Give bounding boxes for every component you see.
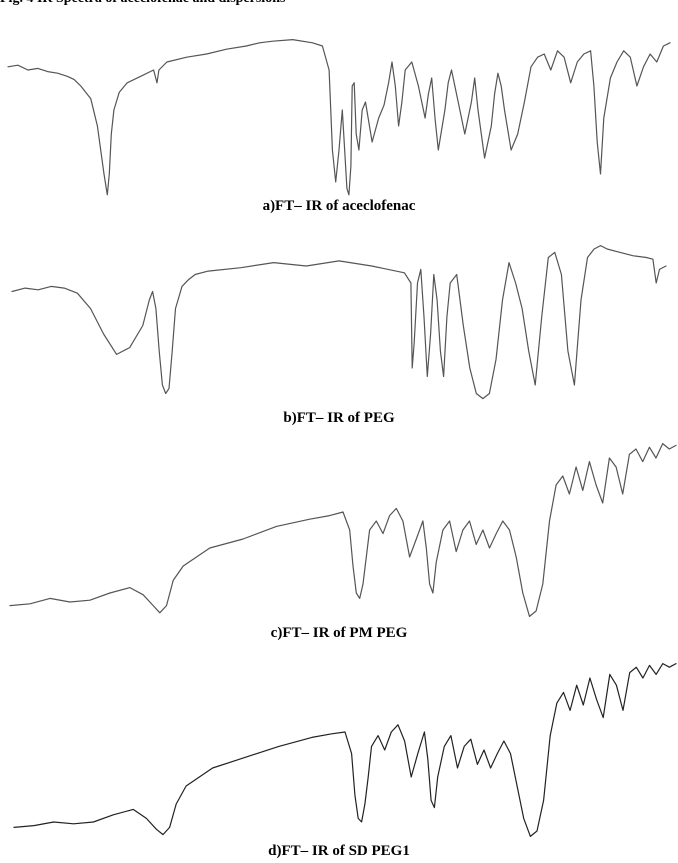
spectrum-trace (11, 245, 667, 400)
spectrum-a-plot (7, 39, 671, 196)
spectrum-d-plot (13, 663, 677, 837)
spectrum-d-caption: d)FT– IR of SD PEG1 (268, 843, 410, 859)
spectrum-trace (13, 663, 677, 837)
spectrum-b-caption: b)FT– IR of PEG (283, 410, 395, 426)
spectrum-trace (9, 443, 677, 617)
spectrum-panel-d: d)FT– IR of SD PEG1 (0, 640, 678, 863)
spectrum-b-plot (11, 245, 667, 400)
spectrum-c-plot (9, 443, 677, 617)
spectrum-panel-a: a)FT– IR of aceclofenac (0, 8, 678, 228)
spectrum-a-caption: a)FT– IR of aceclofenac (262, 198, 416, 214)
spectrum-c-caption: c)FT– IR of PM PEG (270, 625, 408, 641)
figure-header: Fig. 4 IR Spectra of aceclofenac and dis… (0, 0, 678, 11)
spectrum-panel-c: c)FT– IR of PM PEG (0, 420, 678, 650)
spectrum-trace (7, 39, 671, 196)
spectrum-panel-b: b)FT– IR of PEG (0, 220, 678, 435)
